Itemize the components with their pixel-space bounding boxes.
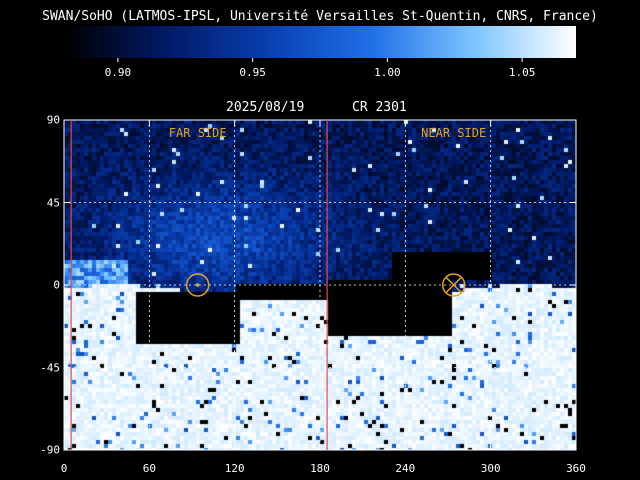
y-tick-label: 0 xyxy=(53,278,60,292)
far-side-marker xyxy=(185,273,210,297)
x-tick-label: 60 xyxy=(142,462,156,475)
marker-dot xyxy=(195,283,200,287)
colorbar-tick-label: 1.00 xyxy=(374,66,401,79)
marker-circle xyxy=(185,273,210,297)
colorbar xyxy=(64,26,576,62)
x-tick-label: 120 xyxy=(224,462,245,475)
colorbar-tick-label: 0.90 xyxy=(104,66,132,79)
near-side-label: NEAR SIDE xyxy=(421,126,487,140)
x-tick-label: 180 xyxy=(310,462,330,475)
y-tick-label: 45 xyxy=(46,196,60,209)
x-tick-label: 300 xyxy=(480,462,501,475)
y-tick-label: 90 xyxy=(46,113,60,127)
marker-circle xyxy=(441,273,466,297)
figure-title: SWAN/SoHO (LATMOS-IPSL, Université Versa… xyxy=(42,9,598,24)
y-tick-label: -90 xyxy=(40,443,60,457)
x-tick-label: 0 xyxy=(60,462,68,475)
x-tick-label: 240 xyxy=(395,462,416,475)
colorbar-tick-label: 1.05 xyxy=(508,66,536,79)
carrington-rotation: CR 2301 xyxy=(352,100,407,115)
x-tick-label: 360 xyxy=(566,462,586,475)
far-side-label: FAR SIDE xyxy=(168,126,227,140)
colorbar-fill xyxy=(64,26,576,58)
colorbar-tick-label: 0.95 xyxy=(239,66,266,79)
observation-date: 2025/08/19 xyxy=(226,100,305,115)
near-side-marker xyxy=(441,273,466,297)
y-tick-label: -45 xyxy=(40,361,60,374)
marker-cross xyxy=(445,276,462,294)
